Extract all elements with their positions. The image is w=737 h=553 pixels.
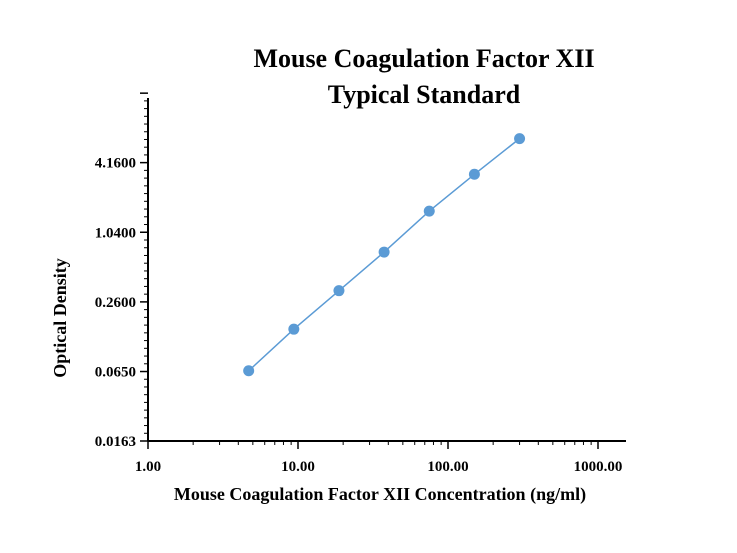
y-axis: 0.0163 0.0650 0.2600 1.0400 4.1600	[95, 92, 149, 450]
x-axis: 1.00 10.00 100.00 1000.00	[135, 440, 626, 475]
data-point	[243, 365, 255, 377]
data-point	[288, 323, 300, 335]
x-tick-label: 1000.00	[574, 459, 623, 475]
x-axis-label: Mouse Coagulation Factor XII Concentrati…	[174, 484, 586, 505]
data-point	[468, 168, 480, 180]
y-axis-label: Optical Density	[50, 258, 70, 378]
data-point	[514, 133, 526, 145]
chart-title: Mouse Coagulation Factor XII	[253, 44, 594, 73]
x-tick-label: 100.00	[427, 459, 468, 475]
x-tick-label: 1.00	[135, 459, 161, 475]
y-tick-label: 1.0400	[95, 225, 136, 241]
y-tick-label: 0.0650	[95, 365, 136, 381]
y-tick-label: 0.2600	[95, 295, 136, 311]
data-point	[423, 205, 435, 217]
chart-subtitle: Typical Standard	[328, 80, 521, 109]
series-line-group	[243, 133, 526, 377]
data-point	[378, 246, 390, 258]
y-tick-label: 4.1600	[95, 156, 136, 172]
x-tick-label: 10.00	[281, 459, 315, 475]
data-point	[333, 285, 345, 297]
y-tick-label: 0.0163	[95, 434, 136, 450]
